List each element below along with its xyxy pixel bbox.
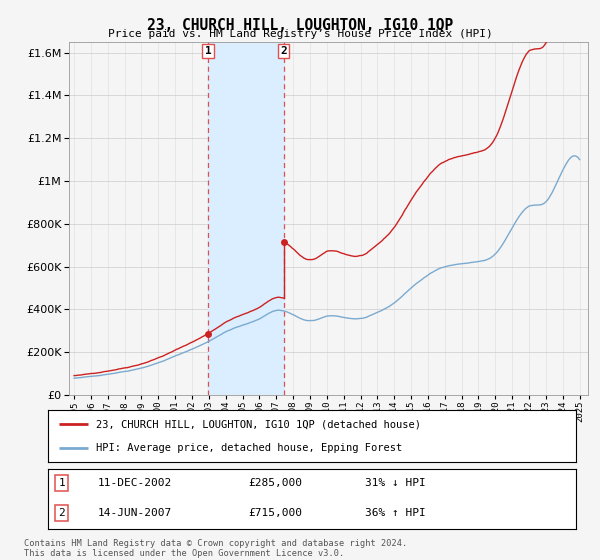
Text: £285,000: £285,000 [248, 478, 302, 488]
Text: 31% ↓ HPI: 31% ↓ HPI [365, 478, 425, 488]
Text: 1: 1 [205, 46, 211, 56]
Text: 2: 2 [59, 508, 65, 518]
Bar [208, 42, 284, 395]
Text: Contains HM Land Registry data © Crown copyright and database right 2024.
This d: Contains HM Land Registry data © Crown c… [24, 539, 407, 558]
Text: 14-JUN-2007: 14-JUN-2007 [98, 508, 172, 518]
Text: 11-DEC-2002: 11-DEC-2002 [98, 478, 172, 488]
Text: Price paid vs. HM Land Registry’s House Price Index (HPI): Price paid vs. HM Land Registry’s House … [107, 29, 493, 39]
Text: 1: 1 [59, 478, 65, 488]
Text: 2: 2 [280, 46, 287, 56]
Text: 23, CHURCH HILL, LOUGHTON, IG10 1QP: 23, CHURCH HILL, LOUGHTON, IG10 1QP [147, 18, 453, 33]
Text: HPI: Average price, detached house, Epping Forest: HPI: Average price, detached house, Eppi… [95, 443, 402, 453]
Text: 23, CHURCH HILL, LOUGHTON, IG10 1QP (detached house): 23, CHURCH HILL, LOUGHTON, IG10 1QP (det… [95, 419, 421, 430]
Text: £715,000: £715,000 [248, 508, 302, 518]
Text: 36% ↑ HPI: 36% ↑ HPI [365, 508, 425, 518]
